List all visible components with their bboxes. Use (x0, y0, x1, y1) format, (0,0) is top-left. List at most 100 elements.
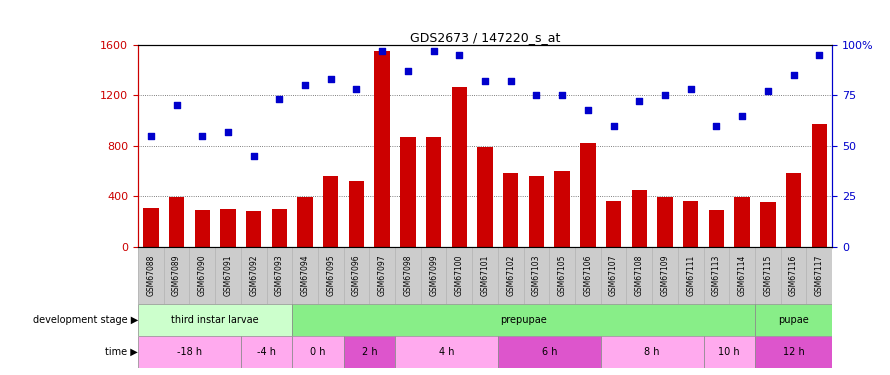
Text: 0 h: 0 h (311, 346, 326, 357)
Point (813, 52, 827, 58)
Text: GSM67094: GSM67094 (301, 255, 310, 296)
Text: GSM67113: GSM67113 (712, 255, 721, 296)
Point (195, 133, 209, 139)
Text: 2 h: 2 h (361, 346, 377, 357)
Bar (375, 51, 390, 247)
Text: -18 h: -18 h (177, 346, 202, 357)
Point (761, 88, 775, 94)
Text: 6 h: 6 h (542, 346, 557, 357)
Text: -4 h: -4 h (257, 346, 276, 357)
Point (143, 133, 158, 139)
Point (581, 106, 595, 112)
Bar (529, 176, 544, 247)
Bar (323, 176, 338, 247)
Text: GSM67116: GSM67116 (789, 255, 798, 296)
Text: GSM67097: GSM67097 (377, 255, 387, 296)
Point (530, 92, 544, 98)
Point (555, 92, 570, 98)
Text: time ▶: time ▶ (105, 346, 138, 357)
Point (504, 78, 518, 84)
Bar (658, 197, 673, 247)
Text: GSM67114: GSM67114 (738, 255, 747, 296)
Bar (451, 87, 467, 247)
Point (324, 76, 338, 82)
Text: GSM67106: GSM67106 (583, 255, 593, 296)
Point (426, 48, 441, 54)
Point (684, 86, 698, 92)
Text: GSM67101: GSM67101 (481, 255, 490, 296)
Text: GSM67099: GSM67099 (429, 255, 438, 296)
Point (606, 123, 620, 129)
Bar (138, 336, 241, 368)
Bar (344, 336, 395, 368)
Text: GSM67098: GSM67098 (403, 255, 412, 296)
Point (169, 102, 183, 108)
Bar (708, 210, 724, 247)
Point (221, 129, 235, 135)
Bar (755, 304, 832, 336)
Text: GSM67111: GSM67111 (686, 255, 695, 296)
Text: GSM67117: GSM67117 (814, 255, 824, 296)
Bar (195, 210, 210, 247)
Bar (292, 336, 344, 368)
Bar (632, 190, 647, 247)
Point (632, 99, 646, 105)
Bar (786, 174, 801, 247)
Point (400, 68, 415, 74)
Text: GSM67093: GSM67093 (275, 255, 284, 296)
Text: GSM67088: GSM67088 (146, 255, 156, 296)
Bar (292, 304, 755, 336)
Text: 10 h: 10 h (718, 346, 740, 357)
Bar (395, 336, 498, 368)
Point (272, 96, 287, 102)
Bar (400, 137, 416, 247)
Bar (241, 336, 292, 368)
Text: GSM67096: GSM67096 (352, 255, 361, 296)
Point (478, 78, 492, 84)
Bar (220, 209, 236, 247)
Text: GSM67095: GSM67095 (327, 255, 336, 296)
Title: GDS2673 / 147220_s_at: GDS2673 / 147220_s_at (410, 31, 560, 44)
Bar (349, 181, 364, 247)
Bar (704, 336, 755, 368)
Bar (138, 304, 292, 336)
Point (735, 112, 749, 118)
Point (452, 52, 466, 58)
Point (375, 48, 389, 54)
Text: 12 h: 12 h (782, 346, 805, 357)
Bar (271, 209, 287, 247)
Text: GSM67089: GSM67089 (172, 255, 181, 296)
Bar (143, 207, 158, 247)
Point (298, 82, 312, 88)
Text: 4 h: 4 h (439, 346, 454, 357)
Text: pupae: pupae (778, 315, 809, 325)
Bar (812, 124, 827, 247)
Text: GSM67092: GSM67092 (249, 255, 258, 296)
Bar (606, 201, 621, 247)
Point (709, 123, 724, 129)
Bar (426, 137, 441, 247)
Text: GSM67100: GSM67100 (455, 255, 464, 296)
Text: third instar larvae: third instar larvae (171, 315, 259, 325)
Text: GSM67105: GSM67105 (558, 255, 567, 296)
Text: GSM67109: GSM67109 (660, 255, 669, 296)
Bar (734, 197, 750, 247)
Text: GSM67108: GSM67108 (635, 255, 643, 296)
Text: GSM67090: GSM67090 (198, 255, 206, 296)
Bar (503, 174, 519, 247)
Bar (554, 171, 570, 247)
Text: 8 h: 8 h (644, 346, 659, 357)
Bar (683, 201, 699, 247)
Text: GSM67102: GSM67102 (506, 255, 515, 296)
Bar (760, 202, 775, 247)
Bar (580, 143, 595, 247)
Bar (477, 147, 493, 247)
Point (350, 86, 364, 92)
Bar (498, 336, 601, 368)
Text: GSM67115: GSM67115 (764, 255, 773, 296)
Point (658, 92, 672, 98)
Point (247, 153, 261, 159)
Text: GSM67103: GSM67103 (532, 255, 541, 296)
Point (787, 72, 801, 78)
Bar (297, 197, 312, 247)
